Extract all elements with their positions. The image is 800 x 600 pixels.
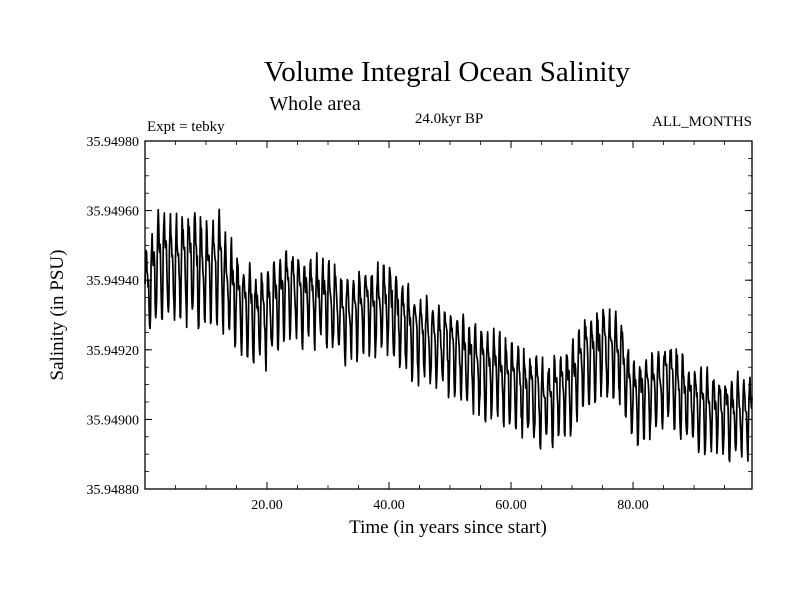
y-tick-label: 35.94960 [87,205,140,220]
x-tick-label: 40.00 [373,498,405,513]
salinity-line [144,208,753,463]
x-tick-label: 20.00 [251,498,283,513]
y-tick-label: 35.94900 [87,413,140,428]
y-tick-label: 35.94940 [87,274,140,289]
y-tick-label: 35.94980 [87,135,140,150]
y-tick-label: 35.94920 [87,344,140,359]
chart-title: Volume Integral Ocean Salinity [264,56,630,88]
months-label: ALL_MONTHS [652,114,752,130]
x-axis-label: Time (in years since start) [349,517,547,538]
chart-subtitle: Whole area [269,93,361,115]
series-layer [144,208,753,463]
period-label: 24.0kyr BP [415,111,483,127]
y-tick-label: 35.94880 [87,483,140,498]
x-axis: 20.00 40.00 60.00 80.00 [175,141,725,513]
x-tick-label: 80.00 [617,498,649,513]
plot-area: 20.00 40.00 60.00 80.00 35.9488035.9490035.… [87,135,753,513]
y-axis-label: Salinity (in PSU) [47,250,68,381]
experiment-label: Expt = tebky [147,119,225,135]
y-axis: 35.94880 35.94900 35.94920 35.94940 35.94960… [87,135,752,498]
x-tick-label: 60.00 [495,498,527,513]
